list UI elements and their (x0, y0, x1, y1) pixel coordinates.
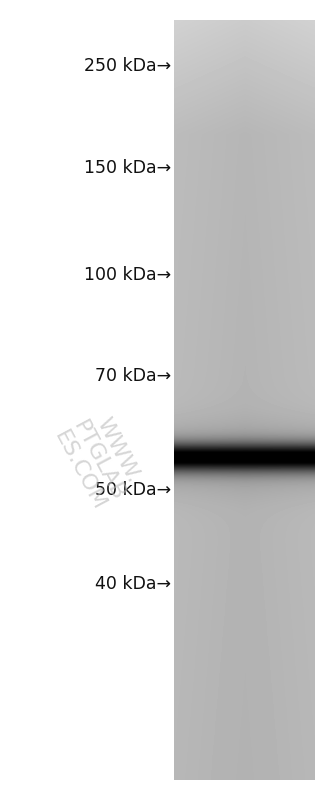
Text: 70 kDa→: 70 kDa→ (95, 366, 171, 385)
Text: 150 kDa→: 150 kDa→ (84, 159, 171, 178)
Text: 50 kDa→: 50 kDa→ (95, 481, 171, 498)
Text: 40 kDa→: 40 kDa→ (95, 575, 171, 593)
Text: 250 kDa→: 250 kDa→ (84, 57, 171, 74)
Text: WWW.
PTGLAB
ES.COM: WWW. PTGLAB ES.COM (50, 407, 147, 514)
Text: 100 kDa→: 100 kDa→ (84, 266, 171, 284)
